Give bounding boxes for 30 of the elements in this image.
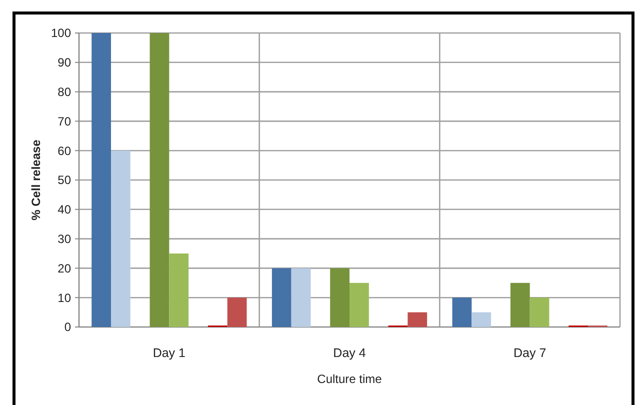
bar bbox=[227, 298, 247, 327]
x-tick-label: Day 7 bbox=[514, 346, 546, 360]
y-tick-label: 20 bbox=[58, 261, 72, 276]
bar bbox=[530, 298, 550, 327]
bar bbox=[150, 33, 170, 327]
bar bbox=[291, 268, 311, 327]
bar bbox=[472, 312, 492, 327]
bar bbox=[272, 268, 292, 327]
bar bbox=[169, 254, 189, 327]
y-tick-label: 30 bbox=[58, 232, 72, 246]
bar bbox=[510, 282, 530, 327]
y-tick-label: 10 bbox=[58, 290, 72, 305]
x-tick-label: Day 1 bbox=[152, 346, 186, 360]
y-tick-label: 50 bbox=[58, 173, 72, 188]
bar bbox=[330, 268, 350, 327]
bar bbox=[92, 33, 111, 327]
bar bbox=[452, 298, 472, 327]
y-axis-title: % Cell release bbox=[29, 139, 43, 220]
y-tick-label: 0 bbox=[64, 320, 72, 334]
y-tick-label: 70 bbox=[58, 114, 72, 128]
y-tick-label: 100 bbox=[50, 26, 72, 40]
bar bbox=[408, 312, 428, 327]
bar bbox=[110, 150, 130, 327]
y-tick-label: 80 bbox=[58, 85, 72, 99]
bar bbox=[350, 282, 369, 327]
x-tick-label: Day 4 bbox=[333, 346, 366, 360]
y-tick-label: 60 bbox=[58, 144, 72, 158]
x-axis-title: Culture time bbox=[317, 372, 382, 386]
y-tick-label: 40 bbox=[58, 202, 72, 217]
y-tick-label: 90 bbox=[58, 56, 72, 70]
